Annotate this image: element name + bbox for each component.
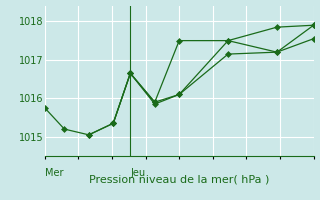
- X-axis label: Pression niveau de la mer( hPa ): Pression niveau de la mer( hPa ): [89, 174, 269, 184]
- Text: Mer: Mer: [45, 168, 63, 178]
- Text: Jeu: Jeu: [130, 168, 146, 178]
